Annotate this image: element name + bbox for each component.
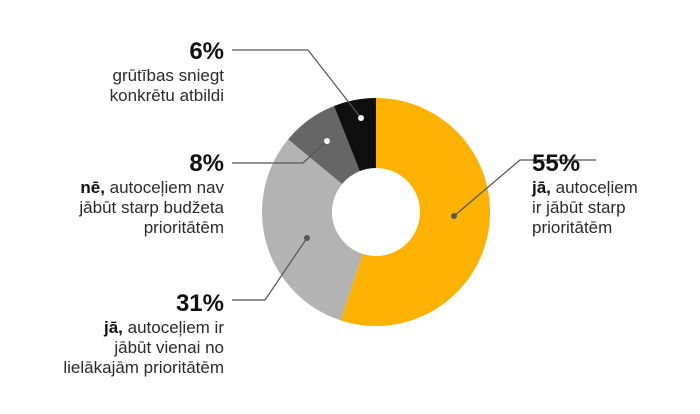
percent-no: 8% — [189, 150, 224, 177]
slice-yes-top-priority — [261, 139, 363, 321]
desc-yes-top-priority-line3: lielākajām prioritātēm — [63, 358, 224, 378]
desc-yes-top-priority: jā, autoceļiem ir — [63, 318, 224, 338]
slice-no — [288, 106, 360, 184]
percent-hard-to-answer: 6% — [189, 38, 224, 65]
desc-hard-to-answer-line1: grūtības sniegt — [112, 66, 224, 86]
slice-hard-to-answer — [334, 98, 376, 172]
desc-yes-priority: jā, autoceļiem — [532, 178, 638, 198]
label-yes-priority: 55% jā, autoceļiem ir jābūt starp priori… — [532, 150, 638, 238]
desc-yes-top-priority-line1: autoceļiem ir — [122, 318, 224, 338]
donut-slices — [261, 98, 491, 327]
percent-yes-top-priority: 31% — [175, 290, 224, 317]
leader-line-yes-priority — [453, 159, 596, 217]
desc-no: nē, autoceļiem nav — [79, 178, 224, 198]
desc-yes-top-priority-line2: jābūt vienai no — [114, 338, 224, 358]
percent-yes-priority: 55% — [532, 150, 581, 177]
leader-dot-hard-to-answer — [358, 115, 364, 121]
slice-yes-priority — [340, 98, 491, 327]
label-yes-top-priority: 31% jā, autoceļiem ir jābūt vienai no li… — [63, 290, 224, 378]
desc-no-line3: prioritātēm — [143, 218, 224, 238]
desc-yes-priority-line3: prioritātēm — [532, 218, 613, 238]
leader-line-no — [232, 140, 328, 164]
desc-yes-priority-line1: autoceļiem — [550, 178, 638, 198]
leader-dot-yes-top-priority — [304, 235, 310, 241]
label-no: 8% nē, autoceļiem nav jābūt starp budžet… — [79, 150, 224, 238]
leader-line-yes-top-priority — [232, 237, 308, 301]
leader-line-hard-to-answer — [232, 49, 362, 119]
leader-lines — [232, 49, 596, 301]
bold-yes-top-priority: jā, — [103, 318, 123, 338]
leader-dot-no — [324, 138, 330, 144]
bold-no: nē, — [80, 178, 105, 198]
desc-hard-to-answer-line2: konkrētu atbildi — [109, 86, 224, 106]
label-hard-to-answer: 6% grūtības sniegt konkrētu atbildi — [110, 38, 224, 106]
leader-dot-yes-priority — [451, 213, 457, 219]
desc-yes-priority-line2: ir jābūt starp — [532, 198, 626, 218]
desc-no-line1: autoceļiem nav — [104, 178, 224, 198]
bold-yes-priority: jā, — [532, 178, 551, 198]
desc-no-line2: jābūt starp budžeta — [79, 198, 224, 218]
